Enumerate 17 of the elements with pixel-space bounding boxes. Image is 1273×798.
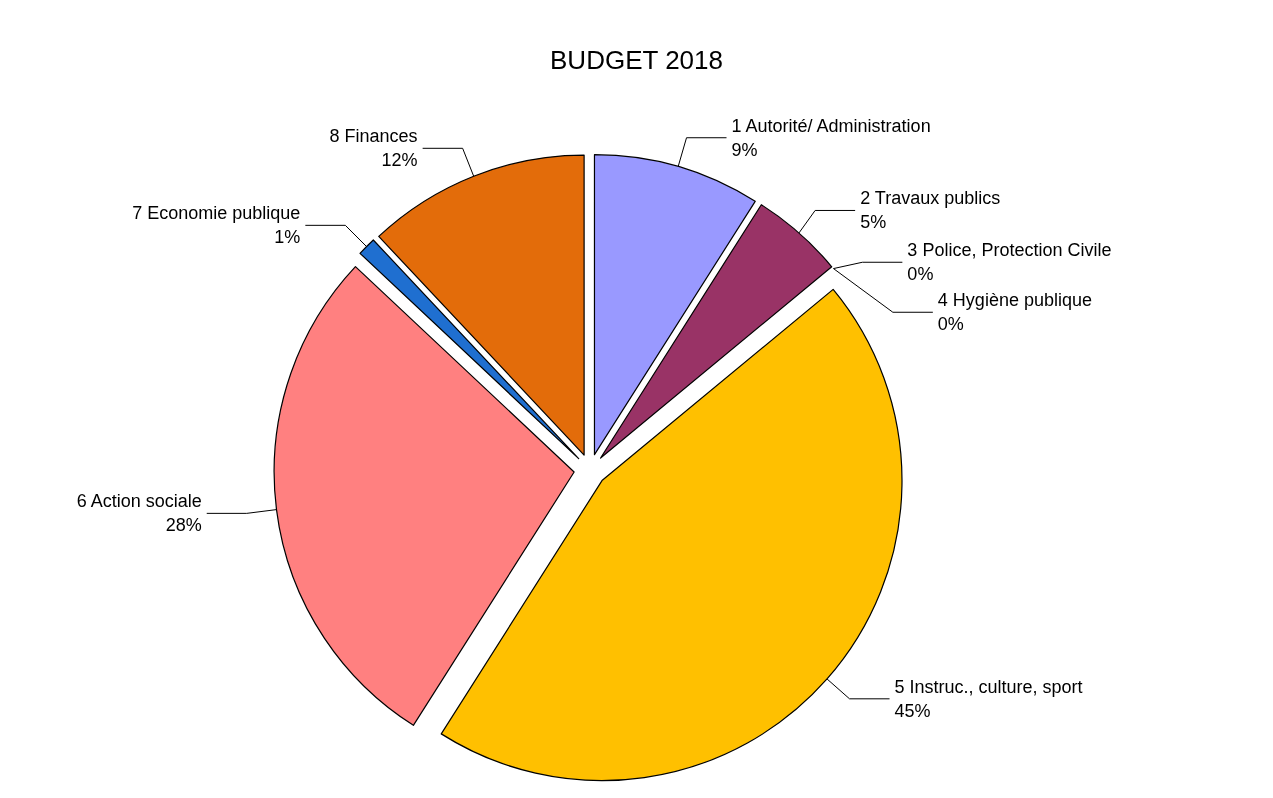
data-label: 28% (165, 515, 202, 536)
data-label: 9% (731, 139, 758, 160)
slice-label: 5 Instruc., culture, sport (894, 676, 1083, 697)
text: 0% (907, 264, 934, 285)
slice-label: 8 Finances (329, 126, 418, 147)
slice-label: 6 Action sociale (76, 491, 202, 512)
category-label: 4 Hygiène publique (937, 290, 1092, 311)
slice-label: 2 Travaux publics (860, 188, 1001, 209)
slice-label: 7 Economie publique (132, 203, 301, 224)
text: 0% (937, 314, 964, 335)
slice-label: 1 Autorité/ Administration (731, 115, 931, 136)
data-label: 1% (274, 227, 301, 248)
data-label: 45% (894, 700, 931, 721)
data-label: 5% (860, 212, 887, 233)
data-label: 12% (381, 150, 418, 171)
chart-title: BUDGET 2018 (550, 45, 723, 75)
category-label: 3 Police, Protection Civile (907, 240, 1112, 261)
